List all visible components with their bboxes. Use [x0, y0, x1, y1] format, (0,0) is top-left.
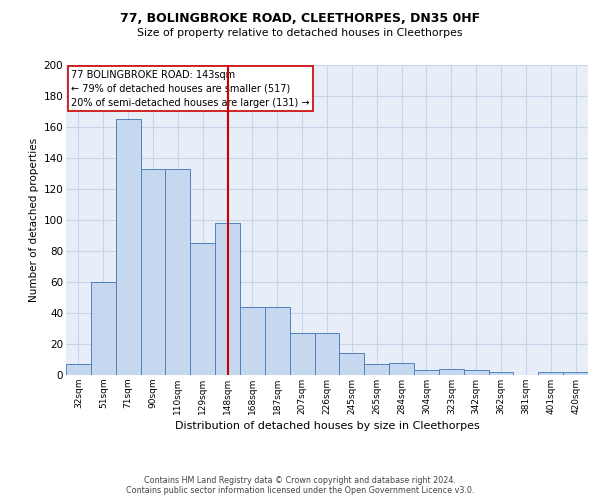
Bar: [91, 282, 116, 375]
Bar: [265, 307, 290, 375]
Bar: [290, 333, 314, 375]
Bar: [439, 369, 464, 375]
Text: 77 BOLINGBROKE ROAD: 143sqm
← 79% of detached houses are smaller (517)
20% of se: 77 BOLINGBROKE ROAD: 143sqm ← 79% of det…: [71, 70, 310, 108]
Text: Size of property relative to detached houses in Cleethorpes: Size of property relative to detached ho…: [137, 28, 463, 38]
Text: Contains HM Land Registry data © Crown copyright and database right 2024.
Contai: Contains HM Land Registry data © Crown c…: [126, 476, 474, 495]
Bar: [240, 307, 265, 375]
Bar: [314, 333, 340, 375]
Bar: [389, 362, 414, 375]
Bar: [215, 223, 240, 375]
Bar: [66, 364, 91, 375]
Bar: [538, 372, 563, 375]
Bar: [340, 354, 364, 375]
Bar: [488, 372, 514, 375]
Bar: [190, 244, 215, 375]
Bar: [116, 119, 140, 375]
Bar: [364, 364, 389, 375]
X-axis label: Distribution of detached houses by size in Cleethorpes: Distribution of detached houses by size …: [175, 421, 479, 431]
Bar: [563, 372, 588, 375]
Y-axis label: Number of detached properties: Number of detached properties: [29, 138, 40, 302]
Bar: [140, 169, 166, 375]
Bar: [464, 370, 488, 375]
Bar: [166, 169, 190, 375]
Bar: [414, 370, 439, 375]
Text: 77, BOLINGBROKE ROAD, CLEETHORPES, DN35 0HF: 77, BOLINGBROKE ROAD, CLEETHORPES, DN35 …: [120, 12, 480, 26]
